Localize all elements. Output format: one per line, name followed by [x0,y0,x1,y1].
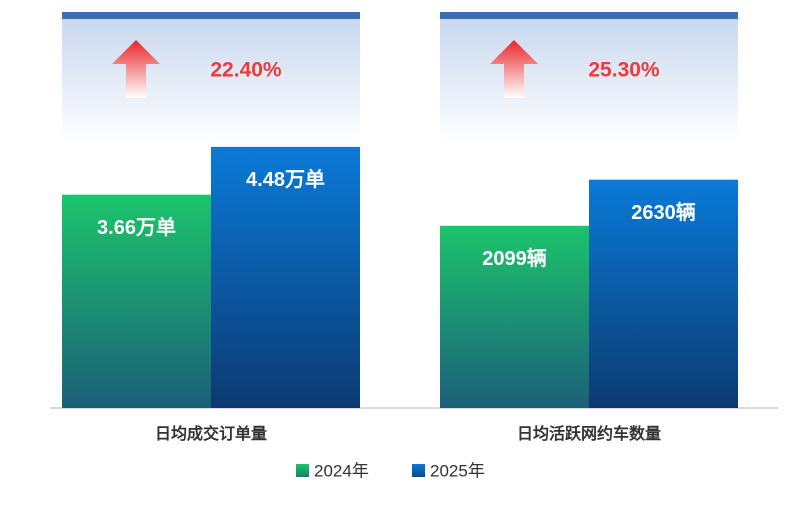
header-band [62,19,360,144]
value-label: 2099辆 [482,246,547,270]
value-label: 3.66万单 [97,215,176,239]
header-band [440,19,738,144]
legend-label: 2024年 [314,461,369,480]
value-label: 4.48万单 [246,167,325,191]
bar [440,225,589,408]
bar [211,146,360,408]
legend-label: 2025年 [430,461,485,480]
value-label: 2630辆 [631,200,696,224]
header-strip [62,12,360,19]
x-axis-label: 日均成交订单量 [155,424,267,443]
bar [62,194,211,408]
growth-annotation: 25.30% [588,59,660,82]
bar [589,179,738,408]
up-arrow [490,40,538,98]
header-strip [440,12,738,19]
legend-swatch [412,464,425,477]
x-axis-label: 日均活跃网约车数量 [517,424,661,443]
legend-swatch [296,464,309,477]
up-arrow [112,40,160,98]
growth-annotation: 22.40% [210,59,282,82]
